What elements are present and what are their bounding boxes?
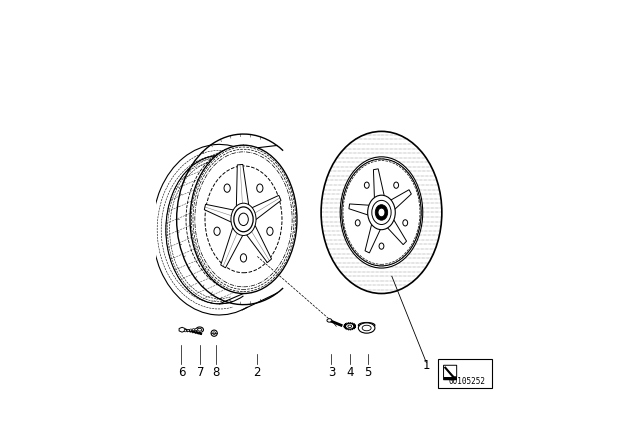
- Ellipse shape: [379, 243, 384, 249]
- Ellipse shape: [372, 200, 391, 224]
- Ellipse shape: [211, 330, 217, 336]
- Text: 4: 4: [347, 366, 354, 379]
- Polygon shape: [344, 322, 356, 330]
- Text: 5: 5: [364, 366, 371, 379]
- Ellipse shape: [192, 329, 195, 331]
- Polygon shape: [221, 228, 243, 268]
- Ellipse shape: [184, 330, 187, 332]
- Ellipse shape: [189, 329, 192, 331]
- Ellipse shape: [267, 227, 273, 235]
- Polygon shape: [365, 220, 383, 253]
- Text: 1: 1: [422, 359, 430, 372]
- Text: 2: 2: [253, 366, 261, 379]
- Ellipse shape: [190, 145, 297, 293]
- Ellipse shape: [378, 208, 385, 217]
- Ellipse shape: [403, 220, 408, 226]
- Polygon shape: [251, 195, 281, 220]
- Text: 6: 6: [178, 366, 185, 379]
- Ellipse shape: [358, 323, 375, 328]
- Ellipse shape: [342, 159, 421, 266]
- Polygon shape: [383, 215, 406, 245]
- Polygon shape: [386, 190, 412, 212]
- Ellipse shape: [375, 205, 388, 220]
- Ellipse shape: [340, 157, 423, 268]
- Ellipse shape: [190, 145, 297, 293]
- Ellipse shape: [358, 323, 375, 333]
- Ellipse shape: [231, 203, 256, 236]
- Polygon shape: [179, 327, 185, 332]
- Bar: [438, 359, 492, 388]
- Ellipse shape: [394, 182, 399, 188]
- Ellipse shape: [257, 184, 263, 192]
- Ellipse shape: [355, 220, 360, 226]
- Polygon shape: [374, 169, 385, 203]
- Ellipse shape: [327, 319, 332, 322]
- Polygon shape: [204, 204, 234, 222]
- Text: 8: 8: [212, 366, 220, 379]
- Ellipse shape: [187, 329, 189, 332]
- Text: 00105252: 00105252: [449, 377, 485, 386]
- Ellipse shape: [367, 195, 396, 230]
- Polygon shape: [349, 204, 374, 216]
- Text: 3: 3: [328, 366, 335, 379]
- Polygon shape: [236, 164, 249, 206]
- Ellipse shape: [195, 328, 198, 331]
- Ellipse shape: [348, 325, 351, 327]
- Ellipse shape: [362, 325, 371, 331]
- Ellipse shape: [224, 184, 230, 192]
- Polygon shape: [454, 377, 457, 380]
- Ellipse shape: [321, 131, 442, 293]
- Ellipse shape: [364, 182, 369, 188]
- Ellipse shape: [239, 213, 248, 225]
- Text: 7: 7: [196, 366, 204, 379]
- Ellipse shape: [241, 254, 246, 262]
- Polygon shape: [444, 365, 457, 380]
- Polygon shape: [246, 226, 271, 263]
- Ellipse shape: [196, 327, 204, 332]
- Ellipse shape: [214, 227, 220, 235]
- Ellipse shape: [234, 207, 253, 232]
- Bar: [444, 377, 457, 380]
- Ellipse shape: [342, 159, 421, 266]
